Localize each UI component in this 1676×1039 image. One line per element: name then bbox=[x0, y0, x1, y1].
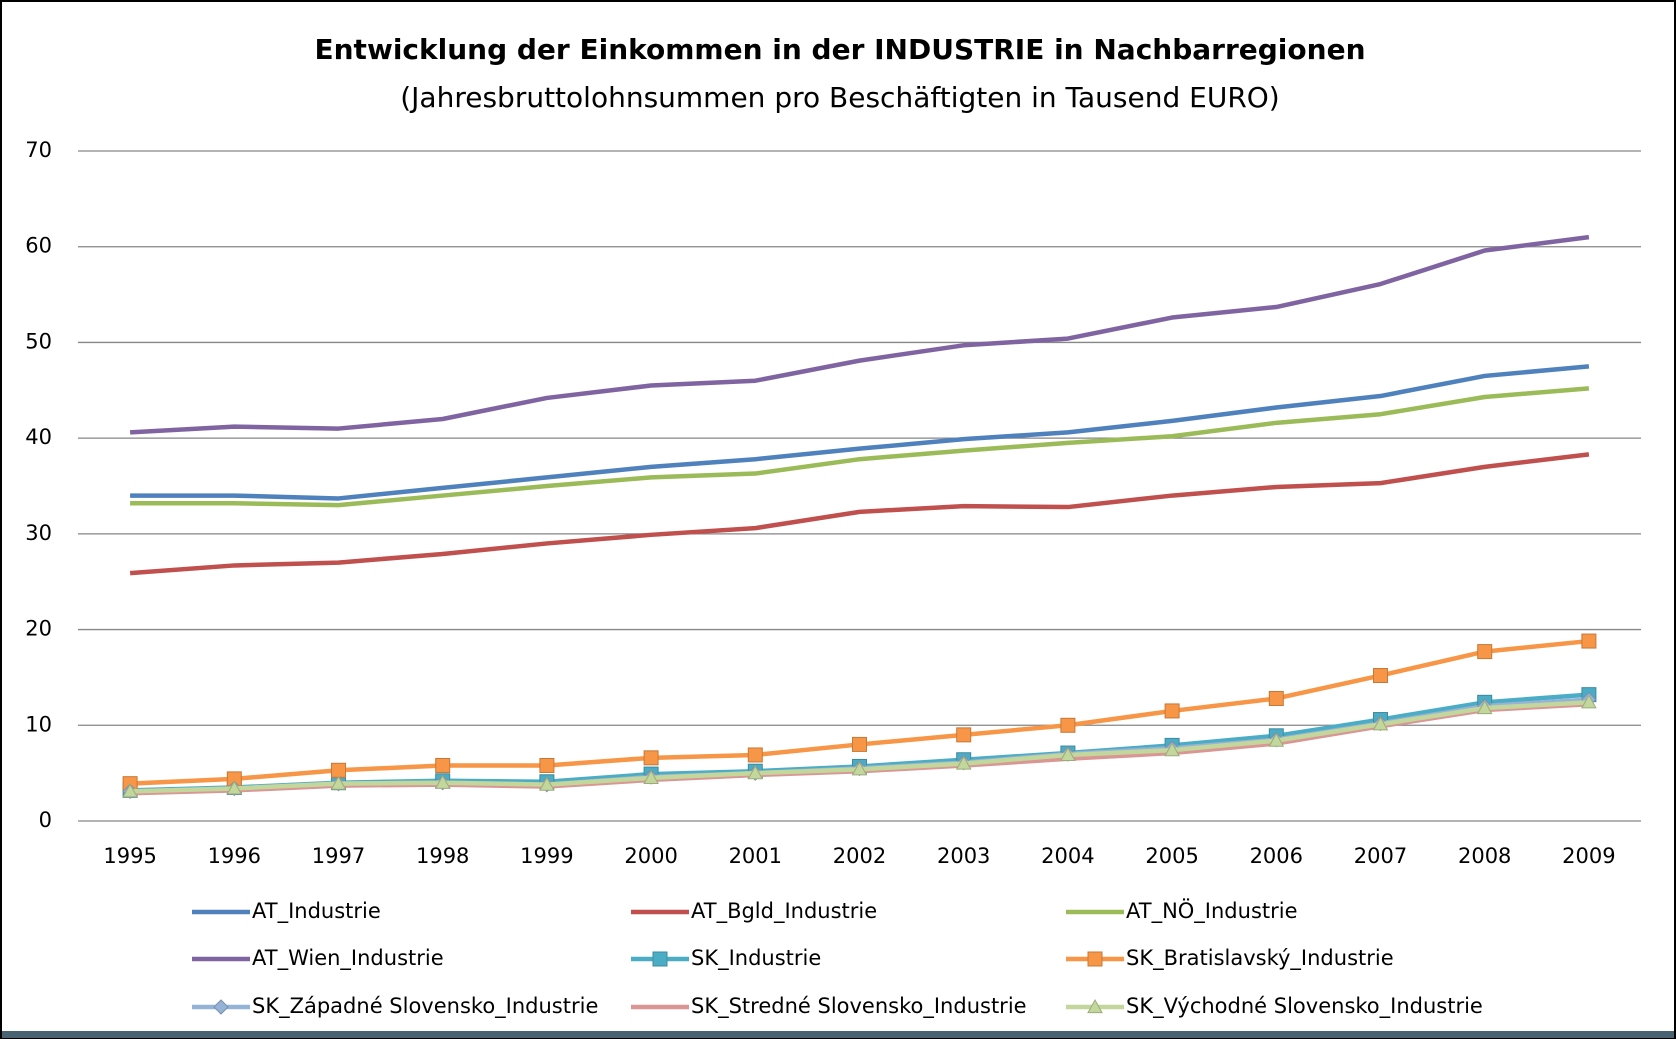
y-tick-label: 30 bbox=[25, 521, 52, 545]
x-tick-label: 2007 bbox=[1354, 844, 1407, 868]
legend-label: AT_NÖ_Industrie bbox=[1126, 898, 1298, 924]
marker bbox=[1477, 644, 1493, 660]
marker bbox=[330, 775, 347, 790]
legend-label: SK_Bratislavský_Industrie bbox=[1126, 946, 1394, 971]
marker bbox=[1060, 746, 1076, 762]
legend-label: AT_Industrie bbox=[252, 899, 381, 924]
x-tick-label: 2003 bbox=[937, 844, 990, 868]
legend-label: SK_Industrie bbox=[691, 946, 821, 971]
y-tick-label: 10 bbox=[25, 712, 52, 736]
marker bbox=[539, 776, 555, 791]
x-tick-label: 1996 bbox=[208, 844, 261, 868]
marker bbox=[1581, 694, 1597, 709]
marker bbox=[956, 727, 972, 743]
x-tick-label: 1995 bbox=[103, 844, 156, 868]
marker bbox=[1268, 732, 1285, 747]
series-line bbox=[129, 234, 1590, 435]
bottom-strip bbox=[2, 1031, 1674, 1038]
y-tick-label: 40 bbox=[25, 425, 52, 449]
marker bbox=[1164, 742, 1180, 757]
marker bbox=[1164, 703, 1180, 719]
series-line bbox=[130, 364, 1590, 501]
x-tick-label: 2001 bbox=[729, 844, 782, 868]
marker bbox=[955, 755, 972, 770]
legend-label: SK_Stredné Slovensko_Industrie bbox=[691, 994, 1027, 1019]
marker bbox=[652, 951, 668, 967]
marker bbox=[435, 757, 451, 773]
marker bbox=[226, 780, 243, 795]
chart-subtitle: (Jahresbruttolohnsummen pro Beschäftigte… bbox=[400, 81, 1279, 114]
marker bbox=[747, 765, 764, 780]
y-tick-label: 20 bbox=[25, 617, 52, 641]
x-tick-label: 2002 bbox=[833, 844, 886, 868]
marker bbox=[1581, 633, 1597, 649]
series-line bbox=[130, 386, 1590, 508]
marker bbox=[1060, 717, 1076, 733]
marker bbox=[851, 761, 868, 776]
x-tick-label: 2008 bbox=[1458, 844, 1511, 868]
x-tick-label: 2006 bbox=[1250, 844, 1303, 868]
y-tick-label: 50 bbox=[25, 329, 52, 353]
series-line bbox=[129, 452, 1590, 576]
y-tick-label: 70 bbox=[25, 138, 52, 162]
x-tick-label: 1997 bbox=[312, 844, 365, 868]
marker bbox=[122, 783, 138, 798]
marker bbox=[1476, 700, 1493, 715]
x-tick-label: 1998 bbox=[416, 844, 469, 868]
marker bbox=[643, 769, 659, 785]
x-tick-label: 2004 bbox=[1041, 844, 1094, 868]
x-tick-label: 2005 bbox=[1145, 844, 1198, 868]
marker bbox=[539, 757, 555, 773]
marker bbox=[1373, 668, 1388, 684]
marker bbox=[434, 774, 451, 789]
marker bbox=[643, 750, 659, 766]
legend-label: AT_Wien_Industrie bbox=[252, 946, 444, 971]
marker bbox=[1087, 951, 1103, 967]
legend-label: AT_Bgld_Industrie bbox=[691, 899, 877, 924]
marker bbox=[1268, 690, 1284, 706]
y-tick-label: 60 bbox=[25, 234, 52, 258]
marker bbox=[1087, 998, 1103, 1014]
x-tick-label: 1999 bbox=[520, 844, 573, 868]
legend-label: SK_Západné Slovensko_Industrie bbox=[252, 994, 598, 1019]
x-tick-label: 2009 bbox=[1562, 844, 1615, 868]
legend-label: SK_Východné Slovensko_Industrie bbox=[1126, 994, 1483, 1019]
marker bbox=[331, 762, 346, 778]
y-tick-label: 0 bbox=[39, 808, 52, 832]
marker bbox=[1372, 716, 1389, 731]
x-tick-label: 2000 bbox=[624, 844, 677, 868]
chart-title: Entwicklung der Einkommen in der INDUSTR… bbox=[315, 33, 1366, 66]
marker bbox=[852, 736, 867, 752]
marker bbox=[213, 999, 229, 1015]
marker bbox=[747, 747, 763, 763]
